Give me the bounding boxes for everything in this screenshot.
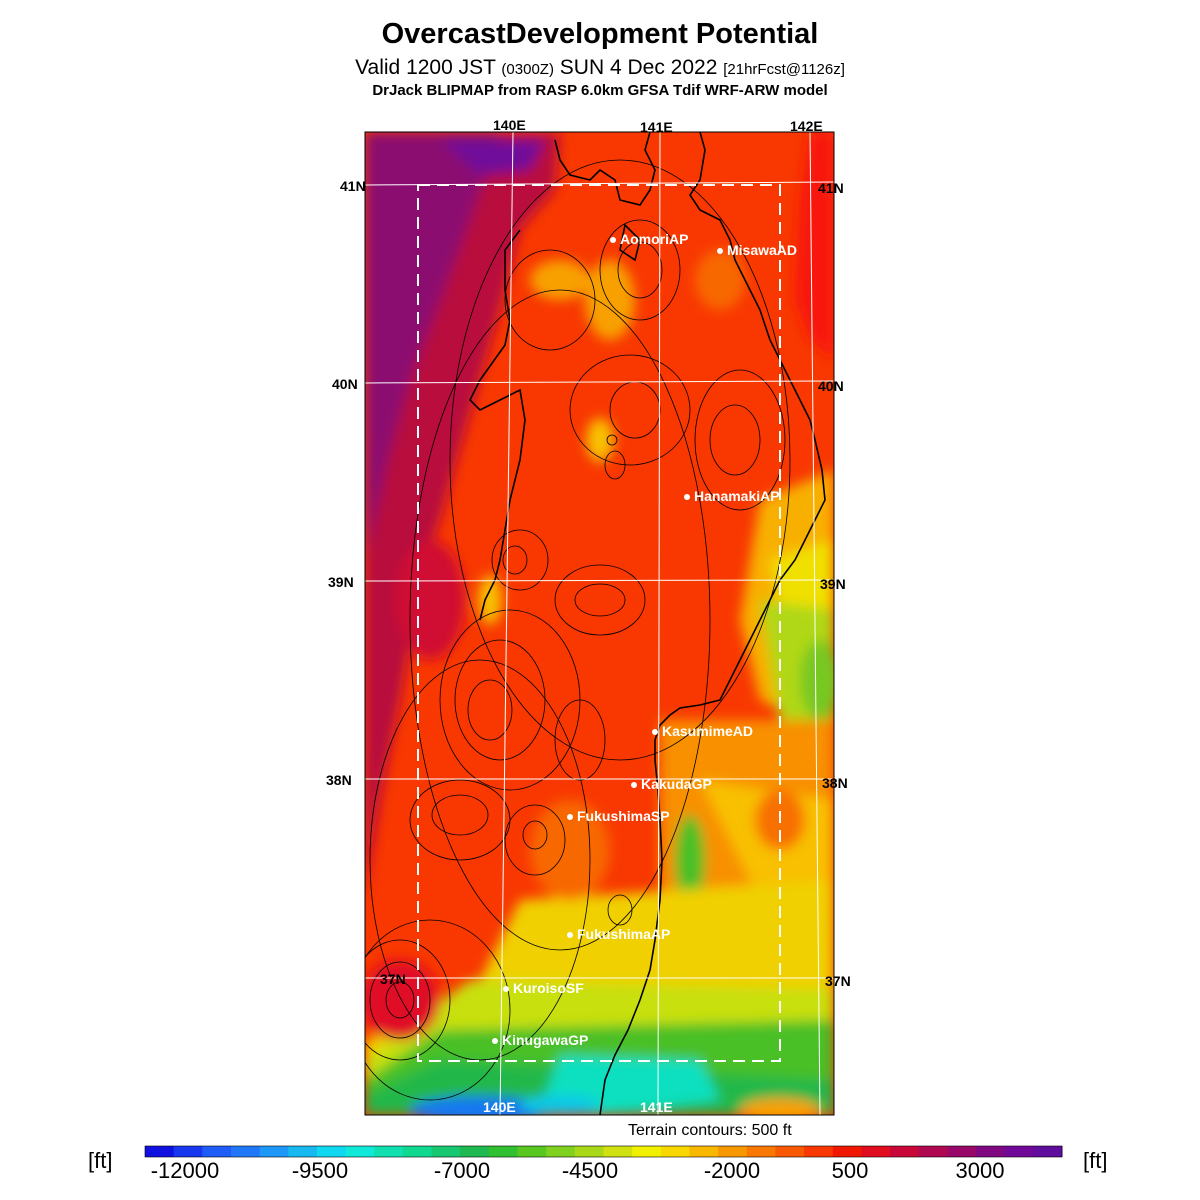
colorbar-swatch: [775, 1146, 805, 1157]
station-marker-icon: [610, 237, 616, 244]
lat-left-label: 40N: [332, 376, 358, 392]
station-kakuda: KakudaGP: [631, 776, 712, 792]
map-title: OvercastDevelopment Potential: [381, 18, 819, 50]
station-misawa: MisawaAD: [717, 242, 797, 258]
terrain-contours: [365, 159, 791, 1101]
forecast-info: [21hrFcst@1126z]: [723, 61, 845, 78]
colorbar-tick-label: -2000: [703, 1158, 761, 1183]
colorbar-frame: [144, 1145, 1063, 1158]
lat-left-label: 41N: [340, 178, 366, 194]
colorbar-swatch: [861, 1146, 891, 1157]
colorbar-swatch: [517, 1146, 547, 1157]
colorbar-swatch: [947, 1146, 977, 1157]
lat-right-label: 37N: [825, 973, 851, 989]
colorbar-tick-label: 500: [831, 1158, 869, 1183]
station-marker-icon: [503, 986, 509, 993]
inner-domain-box: [417, 184, 781, 1062]
colorbar-swatch: [259, 1146, 289, 1157]
colorbar-swatch: [546, 1146, 576, 1157]
colorbar-swatch: [976, 1146, 1006, 1157]
colorbar-swatch: [746, 1146, 776, 1157]
station-marker-icon: [492, 1038, 498, 1045]
station-hanamaki: HanamakiAP: [684, 488, 780, 504]
colorbar-swatch: [689, 1146, 719, 1157]
colorbar-swatch: [632, 1146, 662, 1157]
lat-right-label: 40N: [818, 378, 844, 394]
colorbar-swatch: [574, 1146, 604, 1157]
model-line: DrJack BLIPMAP from RASP 6.0km GFSA Tdif…: [372, 82, 828, 99]
lat-right-label: 38N: [822, 775, 848, 791]
valid-zulu: (0300Z): [501, 61, 554, 78]
station-marker-icon: [567, 814, 573, 821]
lat-left-label: 39N: [328, 574, 354, 590]
station-marker-icon: [652, 729, 658, 736]
map-frame: [364, 131, 835, 1116]
station-marker-icon: [567, 932, 573, 939]
colorbar-swatch: [660, 1146, 690, 1157]
colorbar-tick-label: 3000: [955, 1158, 1005, 1183]
colorbar: [144, 1145, 1063, 1158]
lat-left-label: 37N: [380, 971, 406, 987]
colorbar-swatch: [316, 1146, 347, 1157]
lon-top-label: 142E: [790, 118, 823, 134]
colorbar-swatch: [890, 1146, 920, 1157]
colorbar-unit-left: [ft]: [88, 1148, 113, 1173]
station-fukushima-ap: FukushimaAP: [567, 926, 670, 942]
colorbar-unit-right: [ft]: [1083, 1148, 1108, 1173]
station-aomori: AomoriAP: [610, 231, 688, 247]
colorbar-swatch: [431, 1146, 461, 1157]
lon-bottom-label: 140E: [483, 1099, 516, 1115]
station-fukushima-sp: FukushimaSP: [567, 808, 670, 824]
colorbar-tick-label: -4500: [561, 1158, 619, 1183]
colorbar-tick-label: -9500: [291, 1158, 349, 1183]
colorbar-swatch: [832, 1146, 862, 1157]
station-kinugawa: KinugawaGP: [492, 1032, 588, 1048]
colorbar-swatch: [1004, 1146, 1034, 1157]
lon-top-label: 141E: [640, 119, 673, 135]
colorbar-swatch: [918, 1146, 948, 1157]
lat-right-label: 41N: [818, 180, 844, 196]
colorbar-swatch: [718, 1146, 748, 1157]
lon-bottom-label: 141E: [640, 1099, 673, 1115]
colorbar-swatch: [288, 1146, 318, 1157]
colorbar-swatch: [145, 1146, 175, 1157]
station-marker-icon: [684, 494, 690, 501]
colorbar-swatch: [374, 1146, 404, 1157]
colorbar-swatch: [460, 1146, 490, 1157]
colorbar-swatch: [173, 1146, 203, 1157]
colorbar-swatch: [603, 1146, 633, 1157]
colorbar-swatch: [202, 1146, 232, 1157]
colorbar-tick-label: -7000: [433, 1158, 491, 1183]
colorbar-swatch: [1033, 1146, 1063, 1157]
station-kuroiso: KuroisoSF: [503, 980, 584, 996]
terrain-note: Terrain contours: 500 ft: [628, 1122, 792, 1139]
colorbar-swatch: [402, 1146, 433, 1157]
station-marker-icon: [631, 782, 637, 789]
colorbar-swatch: [488, 1146, 519, 1157]
valid-main: Valid 1200 JST: [355, 56, 496, 79]
lat-left-label: 38N: [326, 772, 352, 788]
valid-date: SUN 4 Dec 2022: [559, 56, 718, 79]
colorbar-swatch: [230, 1146, 261, 1157]
colorbar-swatch: [804, 1146, 834, 1157]
lon-top-label: 140E: [493, 117, 526, 133]
lat-right-label: 39N: [820, 576, 846, 592]
field-layer: [365, 132, 834, 1115]
colorbar-tick-label: -12000: [150, 1158, 220, 1183]
colorbar-swatch: [345, 1146, 375, 1157]
valid-time-line: Valid 1200 JST (0300Z) SUN 4 Dec 2022 [2…: [0, 56, 1200, 80]
station-kasumime: KasumimeAD: [652, 723, 753, 739]
station-marker-icon: [717, 248, 723, 255]
